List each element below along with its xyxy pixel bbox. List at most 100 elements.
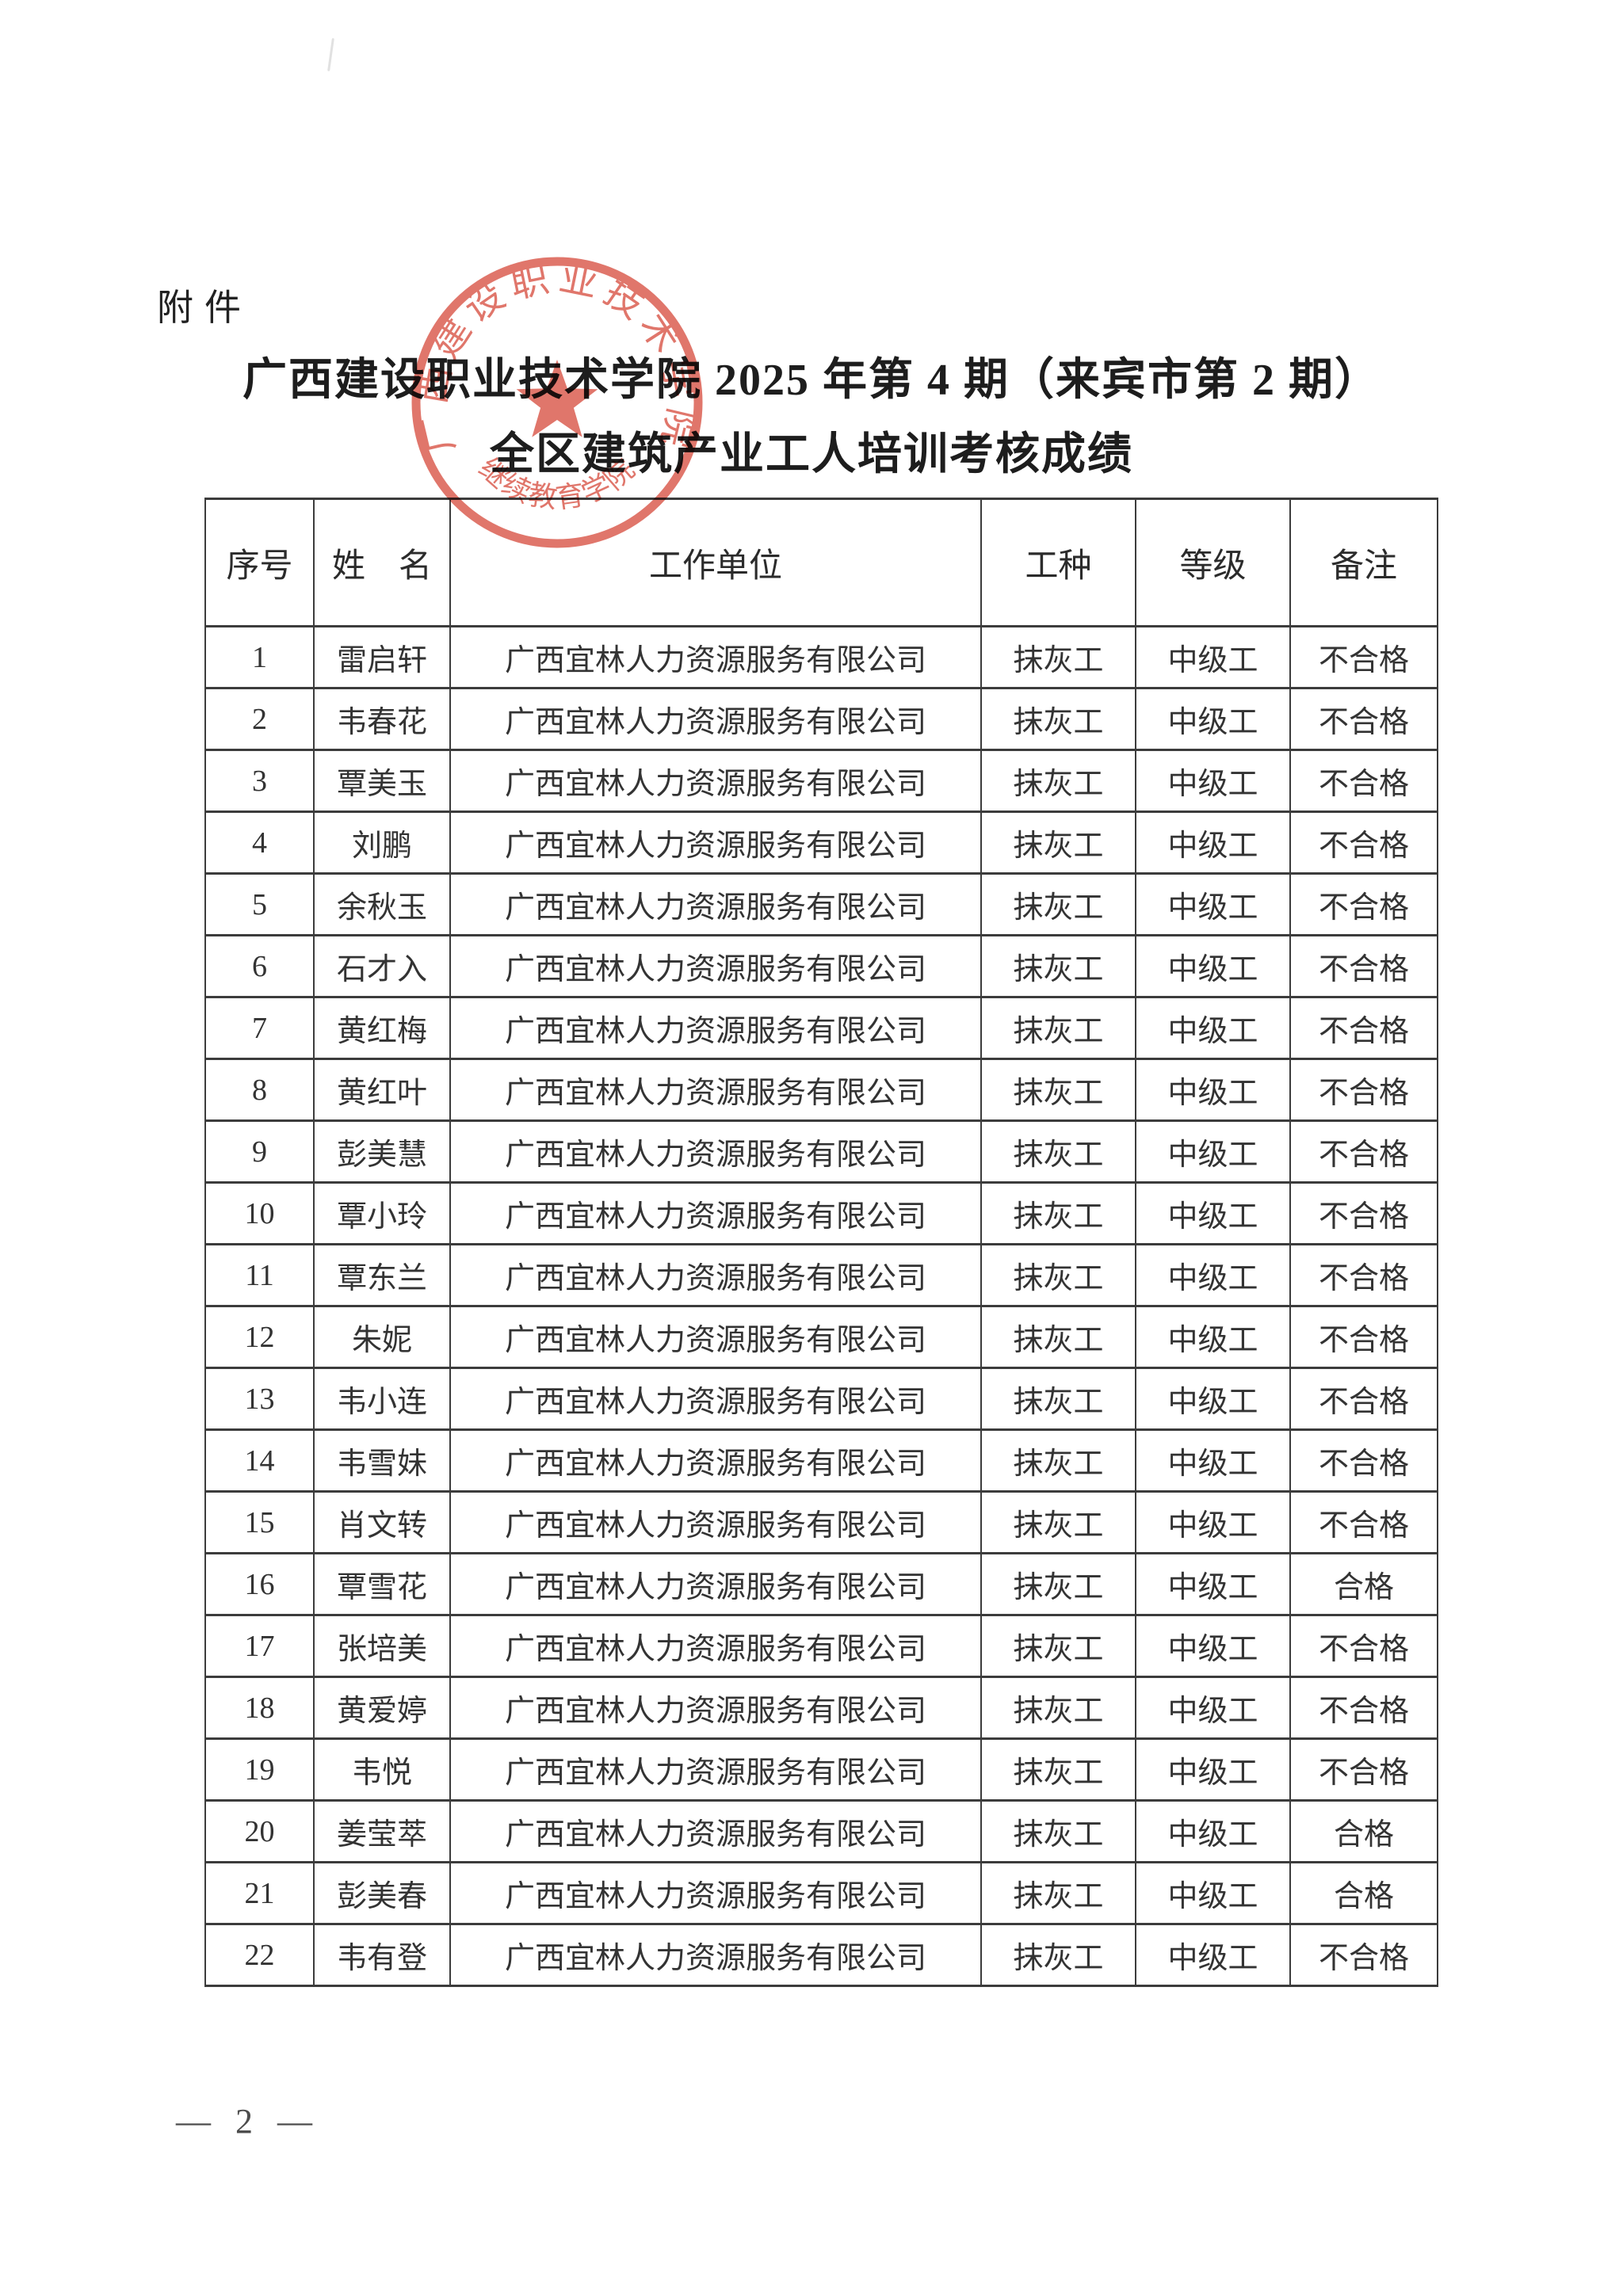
cell-name: 姜莹萃 (313, 1799, 451, 1863)
cell-remark: 合格 (1289, 1552, 1438, 1616)
cell-level: 中级工 (1135, 1799, 1291, 1863)
cell-serial: 6 (204, 934, 315, 998)
cell-level: 中级工 (1135, 625, 1291, 689)
cell-name: 覃东兰 (313, 1243, 451, 1307)
cell-work-unit: 广西宜林人力资源服务有限公司 (449, 934, 982, 998)
cell-remark: 不合格 (1289, 1243, 1438, 1307)
table-row: 4 刘鹏 广西宜林人力资源服务有限公司 抹灰工 中级工 不合格 (204, 810, 1438, 875)
cell-work-unit: 广西宜林人力资源服务有限公司 (449, 1552, 982, 1616)
results-table-body: 1 雷启轩 广西宜林人力资源服务有限公司 抹灰工 中级工 不合格 2 韦春花 广西宜林人力资源服… (204, 625, 1438, 1987)
header-work-unit: 工作单位 (449, 498, 982, 627)
page-number: — 2 — (176, 2102, 320, 2141)
cell-serial: 12 (204, 1305, 315, 1369)
table-row: 2 韦春花 广西宜林人力资源服务有限公司 抹灰工 中级工 不合格 (204, 687, 1438, 751)
cell-name: 张培美 (313, 1614, 451, 1678)
cell-name: 朱妮 (313, 1305, 451, 1369)
cell-trade: 抹灰工 (980, 1367, 1136, 1431)
cell-remark: 不合格 (1289, 1367, 1438, 1431)
cell-serial: 17 (204, 1614, 315, 1678)
cell-level: 中级工 (1135, 934, 1291, 998)
cell-remark: 合格 (1289, 1861, 1438, 1925)
cell-level: 中级工 (1135, 1490, 1291, 1554)
cell-name: 肖文转 (313, 1490, 451, 1554)
cell-work-unit: 广西宜林人力资源服务有限公司 (449, 1923, 982, 1987)
cell-serial: 3 (204, 749, 315, 813)
cell-level: 中级工 (1135, 996, 1291, 1060)
cell-serial: 15 (204, 1490, 315, 1554)
cell-remark: 不合格 (1289, 1614, 1438, 1678)
cell-name: 雷启轩 (313, 625, 451, 689)
cell-work-unit: 广西宜林人力资源服务有限公司 (449, 810, 982, 875)
cell-name: 石才入 (313, 934, 451, 998)
cell-remark: 合格 (1289, 1799, 1438, 1863)
table-row: 19 韦悦 广西宜林人力资源服务有限公司 抹灰工 中级工 不合格 (204, 1737, 1438, 1802)
cell-work-unit: 广西宜林人力资源服务有限公司 (449, 1799, 982, 1863)
cell-trade: 抹灰工 (980, 1058, 1136, 1122)
cell-work-unit: 广西宜林人力资源服务有限公司 (449, 625, 982, 689)
cell-trade: 抹灰工 (980, 1737, 1136, 1802)
cell-trade: 抹灰工 (980, 687, 1136, 751)
cell-serial: 18 (204, 1676, 315, 1740)
cell-trade: 抹灰工 (980, 1305, 1136, 1369)
cell-remark: 不合格 (1289, 625, 1438, 689)
cell-name: 黄红梅 (313, 996, 451, 1060)
cell-level: 中级工 (1135, 1058, 1291, 1122)
cell-work-unit: 广西宜林人力资源服务有限公司 (449, 872, 982, 936)
cell-trade: 抹灰工 (980, 810, 1136, 875)
cell-name: 韦有登 (313, 1923, 451, 1987)
cell-remark: 不合格 (1289, 934, 1438, 998)
cell-remark: 不合格 (1289, 1428, 1438, 1493)
cell-name: 黄爱婷 (313, 1676, 451, 1740)
cell-trade: 抹灰工 (980, 1490, 1136, 1554)
scan-artifact-mark (327, 37, 334, 72)
cell-name: 韦小连 (313, 1367, 451, 1431)
cell-trade: 抹灰工 (980, 1243, 1136, 1307)
cell-trade: 抹灰工 (980, 996, 1136, 1060)
cell-name: 余秋玉 (313, 872, 451, 936)
cell-remark: 不合格 (1289, 996, 1438, 1060)
header-trade: 工种 (980, 498, 1136, 627)
cell-level: 中级工 (1135, 1428, 1291, 1493)
cell-remark: 不合格 (1289, 810, 1438, 875)
document-title-line1: 广西建设职业技术学院 2025 年第 4 期（来宾市第 2 期） (242, 356, 1381, 405)
cell-serial: 19 (204, 1737, 315, 1802)
cell-remark: 不合格 (1289, 687, 1438, 751)
cell-trade: 抹灰工 (980, 1119, 1136, 1184)
header-serial: 序号 (204, 498, 315, 627)
cell-trade: 抹灰工 (980, 1614, 1136, 1678)
cell-remark: 不合格 (1289, 1737, 1438, 1802)
cell-level: 中级工 (1135, 1243, 1291, 1307)
cell-serial: 11 (204, 1243, 315, 1307)
cell-trade: 抹灰工 (980, 934, 1136, 998)
cell-level: 中级工 (1135, 872, 1291, 936)
cell-trade: 抹灰工 (980, 1181, 1136, 1245)
cell-work-unit: 广西宜林人力资源服务有限公司 (449, 1181, 982, 1245)
table-row: 5 余秋玉 广西宜林人力资源服务有限公司 抹灰工 中级工 不合格 (204, 872, 1438, 936)
cell-trade: 抹灰工 (980, 1428, 1136, 1493)
table-row: 1 雷启轩 广西宜林人力资源服务有限公司 抹灰工 中级工 不合格 (204, 625, 1438, 689)
cell-level: 中级工 (1135, 1367, 1291, 1431)
cell-name: 覃美玉 (313, 749, 451, 813)
cell-remark: 不合格 (1289, 1058, 1438, 1122)
cell-level: 中级工 (1135, 1305, 1291, 1369)
results-table: 序号 姓 名 工作单位 工种 等级 备注 1 雷启轩 广西宜林人力资源服务有限公司抹… (204, 498, 1438, 1987)
cell-remark: 不合格 (1289, 1305, 1438, 1369)
cell-serial: 16 (204, 1552, 315, 1616)
cell-trade: 抹灰工 (980, 872, 1136, 936)
cell-name: 覃雪花 (313, 1552, 451, 1616)
cell-work-unit: 广西宜林人力资源服务有限公司 (449, 1058, 982, 1122)
header-name: 姓 名 (313, 498, 451, 627)
cell-trade: 抹灰工 (980, 1923, 1136, 1987)
table-row: 8 黄红叶 广西宜林人力资源服务有限公司 抹灰工 中级工 不合格 (204, 1058, 1438, 1122)
cell-trade: 抹灰工 (980, 1552, 1136, 1616)
cell-level: 中级工 (1135, 1737, 1291, 1802)
cell-level: 中级工 (1135, 1119, 1291, 1184)
cell-level: 中级工 (1135, 1614, 1291, 1678)
cell-remark: 不合格 (1289, 1676, 1438, 1740)
cell-work-unit: 广西宜林人力资源服务有限公司 (449, 1676, 982, 1740)
table-row: 17 张培美 广西宜林人力资源服务有限公司 抹灰工 中级工 不合格 (204, 1614, 1438, 1678)
cell-work-unit: 广西宜林人力资源服务有限公司 (449, 1243, 982, 1307)
header-level: 等级 (1135, 498, 1291, 627)
attachment-label: 附件 (157, 288, 252, 328)
cell-serial: 5 (204, 872, 315, 936)
